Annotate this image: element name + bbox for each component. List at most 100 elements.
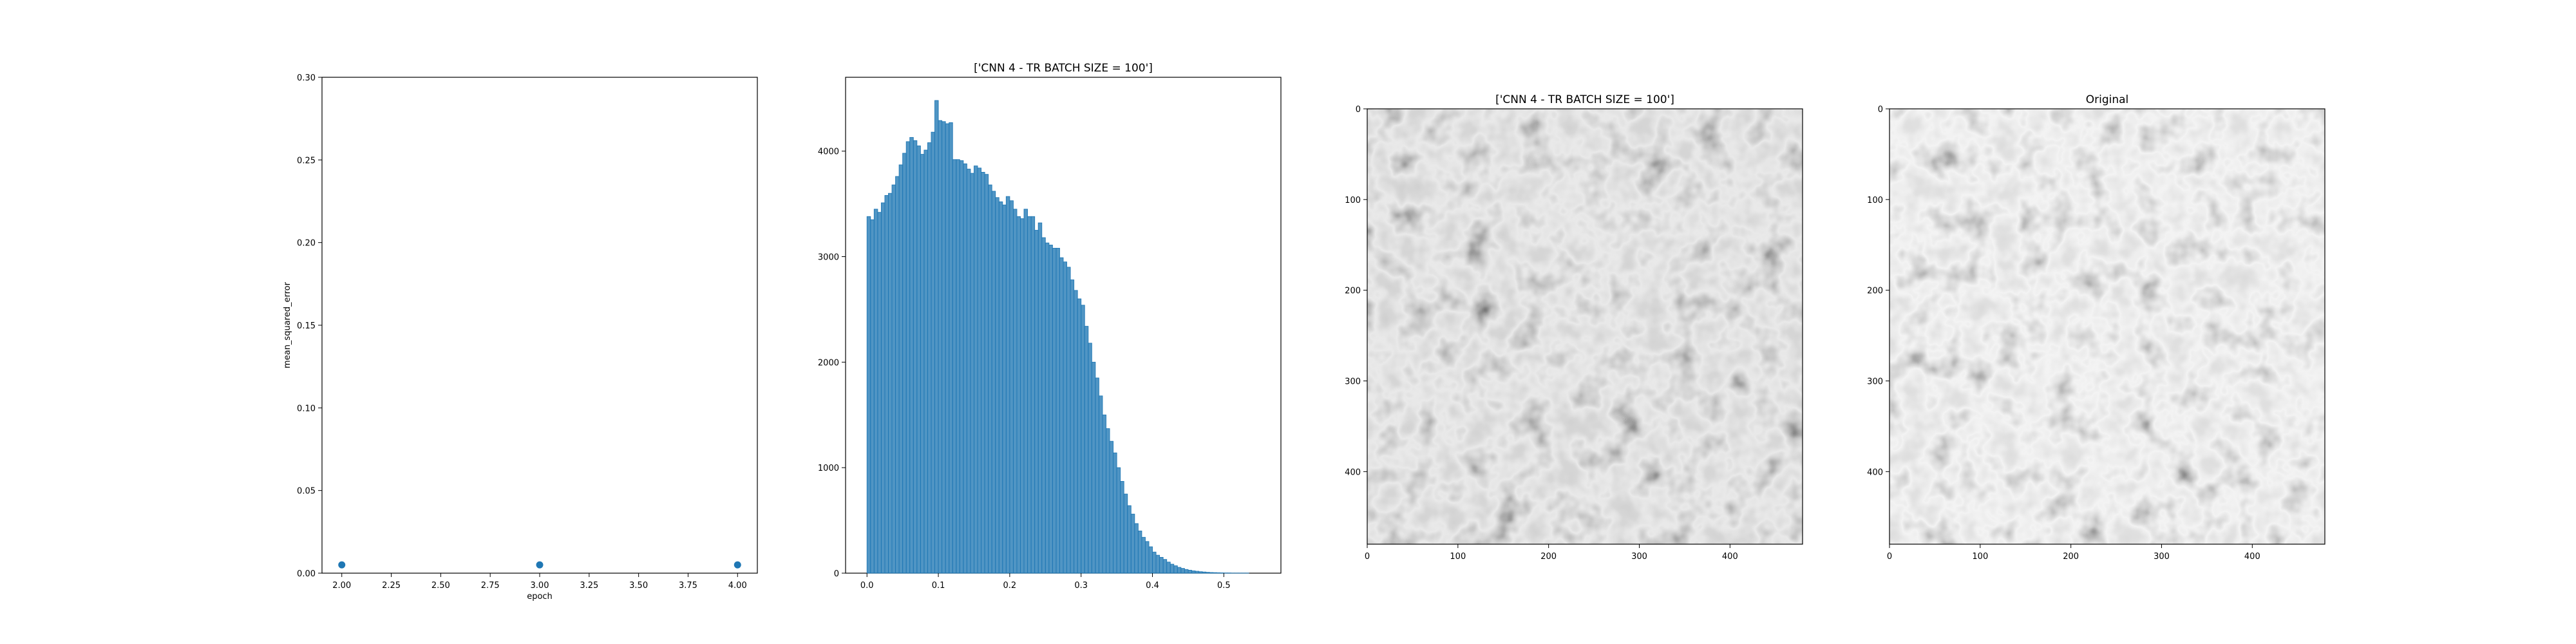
histogram-bar bbox=[1098, 395, 1103, 574]
y-tick-label: 100 bbox=[1345, 196, 1361, 205]
histogram-bar bbox=[1005, 196, 1010, 574]
plot-area bbox=[321, 77, 758, 574]
x-tick-label: 0.0 bbox=[860, 581, 874, 591]
histogram-bar bbox=[995, 197, 999, 574]
histogram-bar bbox=[905, 141, 911, 574]
x-tick-label: 100 bbox=[1972, 552, 1988, 562]
histogram-bar bbox=[974, 166, 978, 574]
x-ticks: 2.00 2.25 2.50 2.75 3.00 3.25 3.50 3.75 4.00 bbox=[332, 573, 747, 591]
histogram-bar bbox=[898, 164, 904, 574]
y-tick-label: 3000 bbox=[818, 253, 839, 263]
y-tick-label: 400 bbox=[1867, 468, 1883, 477]
histogram-bar bbox=[1134, 523, 1139, 574]
histogram-bar bbox=[1180, 568, 1185, 574]
histogram-bar bbox=[1056, 247, 1060, 574]
x-tick-label: 2.00 bbox=[332, 581, 351, 591]
original-image-title: Original bbox=[2086, 93, 2129, 106]
histogram-bar bbox=[1173, 565, 1178, 574]
histogram-bar bbox=[1023, 209, 1028, 574]
histogram-bar bbox=[945, 123, 950, 574]
histogram-bar bbox=[1188, 569, 1192, 574]
histogram-bar bbox=[1016, 216, 1021, 574]
x-tick-label: 4.00 bbox=[728, 581, 747, 591]
y-tick-label: 0.30 bbox=[297, 73, 316, 83]
histogram-bar bbox=[1123, 493, 1128, 574]
histogram-bar bbox=[952, 159, 957, 574]
histogram-bar bbox=[1045, 242, 1050, 574]
y-tick-label: 300 bbox=[1867, 377, 1883, 387]
histogram-bar bbox=[870, 219, 875, 574]
y-ticks: 0 1000 2000 3000 4000 bbox=[818, 147, 846, 579]
histogram-bar bbox=[942, 121, 946, 574]
histogram-bar bbox=[1155, 554, 1160, 574]
histogram-bar bbox=[1048, 245, 1053, 574]
x-tick-label: 100 bbox=[1450, 552, 1466, 562]
original-image bbox=[1889, 109, 2325, 544]
x-tick-label: 2.50 bbox=[431, 581, 450, 591]
y-ticks: 0 100 200 300 400 bbox=[1345, 105, 1367, 477]
x-tick-label: 0.3 bbox=[1074, 581, 1088, 591]
x-tick-label: 0 bbox=[1887, 552, 1892, 562]
histogram-bar bbox=[1202, 571, 1207, 574]
y-tick-label: 0.20 bbox=[297, 239, 316, 249]
histogram-bar bbox=[1184, 569, 1189, 574]
histogram-bar bbox=[1152, 551, 1157, 574]
histogram-bar bbox=[977, 167, 982, 574]
histogram-bar bbox=[1109, 440, 1114, 574]
y-tick-label: 200 bbox=[1867, 287, 1883, 296]
image-frame bbox=[1367, 108, 1803, 545]
x-tick-label: 0.1 bbox=[932, 581, 945, 591]
y-tick-label: 400 bbox=[1345, 468, 1361, 477]
x-tick-label: 2.75 bbox=[481, 581, 500, 591]
y-tick-label: 300 bbox=[1345, 377, 1361, 387]
x-tick-label: 200 bbox=[2063, 552, 2079, 562]
histogram-bar bbox=[920, 154, 925, 574]
cnn-output-image-panel: ['CNN 4 - TR BATCH SIZE = 100'] 0 100 200 3… bbox=[1345, 93, 1803, 562]
histogram-bar bbox=[1106, 428, 1110, 574]
histogram-bar bbox=[1063, 261, 1067, 574]
x-tick-label: 3.75 bbox=[679, 581, 697, 591]
histogram-bar bbox=[927, 142, 932, 574]
histogram-bar bbox=[1130, 513, 1135, 574]
histogram-bar bbox=[873, 209, 878, 574]
histogram-bar bbox=[1091, 361, 1096, 574]
histogram-bar bbox=[1066, 267, 1071, 574]
histogram-bar bbox=[988, 184, 992, 574]
histogram-bar bbox=[1198, 571, 1203, 574]
histogram-bar bbox=[880, 202, 886, 574]
histogram-bar bbox=[1166, 562, 1171, 574]
histogram-bar bbox=[1002, 204, 1007, 574]
histogram-bar bbox=[866, 216, 871, 574]
y-tick-label: 200 bbox=[1345, 287, 1361, 296]
x-tick-label: 2.25 bbox=[382, 581, 401, 591]
y-tick-label: 0.15 bbox=[297, 321, 316, 331]
x-ticks: 0 100 200 300 400 bbox=[1365, 544, 1738, 562]
histogram-bar bbox=[991, 191, 996, 574]
histogram-title: ['CNN 4 - TR BATCH SIZE = 100'] bbox=[974, 62, 1153, 75]
x-tick-label: 300 bbox=[1631, 552, 1647, 562]
data-point bbox=[338, 561, 346, 569]
histogram-bar bbox=[1141, 536, 1146, 574]
histogram-bar bbox=[902, 153, 907, 574]
histogram-bar bbox=[1127, 505, 1132, 574]
x-ticks: 0.0 0.1 0.2 0.3 0.4 0.5 bbox=[860, 573, 1231, 591]
x-tick-label: 200 bbox=[1540, 552, 1557, 562]
histogram-bar bbox=[909, 137, 914, 574]
y-tick-label: 0 bbox=[1878, 105, 1883, 115]
y-ticks: 0.00 0.05 0.10 0.15 0.20 0.25 0.30 bbox=[297, 73, 322, 579]
original-image-panel: Original 0 100 200 300 400 0 100 200 300 400 bbox=[1867, 93, 2325, 562]
histogram-bar bbox=[1088, 343, 1092, 574]
y-tick-label: 100 bbox=[1867, 196, 1883, 205]
x-ticks: 0 100 200 300 400 bbox=[1887, 544, 2260, 562]
histogram-bar bbox=[888, 193, 893, 574]
histogram-bar bbox=[1148, 546, 1153, 574]
x-tick-label: 3.25 bbox=[580, 581, 598, 591]
image-frame bbox=[1889, 108, 2325, 545]
y-tick-label: 4000 bbox=[818, 147, 839, 157]
histogram-bar bbox=[1116, 467, 1121, 574]
histogram-bar bbox=[966, 169, 971, 574]
x-tick-label: 3.00 bbox=[531, 581, 549, 591]
histogram-bar bbox=[877, 212, 882, 574]
histogram-bar bbox=[1144, 541, 1150, 574]
y-tick-label: 1000 bbox=[818, 464, 839, 473]
